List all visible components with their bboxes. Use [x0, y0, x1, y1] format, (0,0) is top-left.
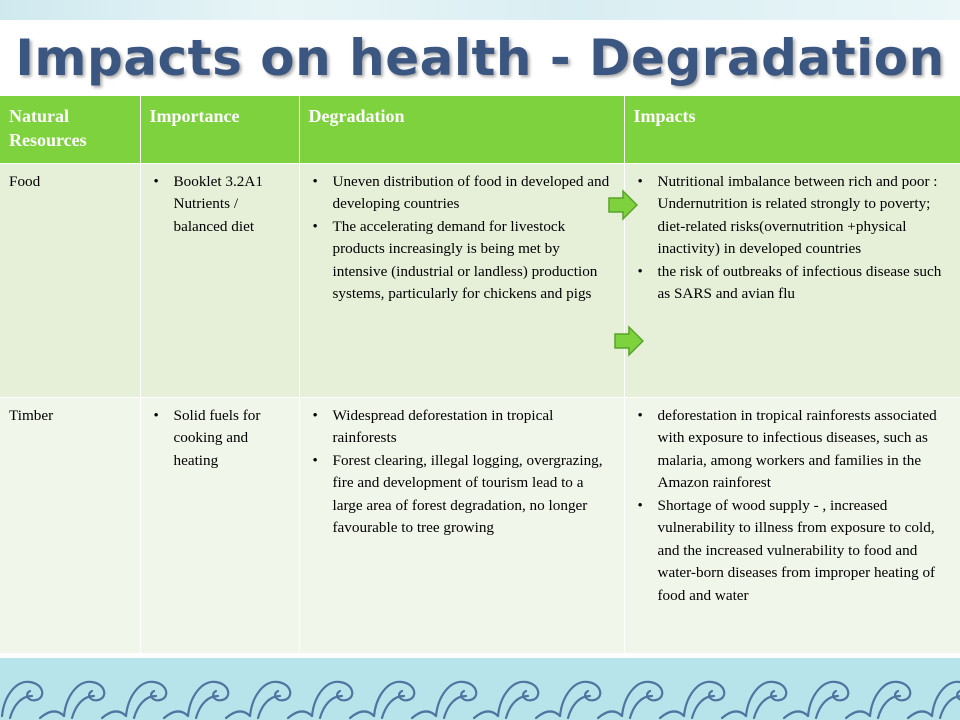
degradation-cell: Widespread deforestation in tropical rai… — [299, 397, 625, 654]
header-impacts: Impacts — [624, 96, 960, 164]
header-importance: Importance — [140, 96, 300, 164]
list-item: Shortage of wood supply - , increased vu… — [634, 495, 951, 608]
importance-cell: Booklet 3.2A1 Nutrients / balanced diet — [140, 163, 300, 398]
list-item: Solid fuels for cooking and heating — [150, 405, 290, 473]
resource-cell: Food — [0, 163, 141, 398]
list-item: Widespread deforestation in tropical rai… — [309, 405, 615, 450]
header-degradation: Degradation — [299, 96, 625, 164]
list-item: The accelerating demand for livestock pr… — [309, 216, 615, 306]
wave-decoration — [0, 658, 960, 720]
importance-cell: Solid fuels for cooking and heating — [140, 397, 300, 654]
top-decorative-band — [0, 0, 960, 20]
header-natural-resources: Natural Resources — [0, 96, 141, 164]
list-item: deforestation in tropical rainforests as… — [634, 405, 951, 495]
slide-title: Impacts on health - Degradation — [15, 29, 945, 87]
table-row: Timber Solid fuels for cooking and heati… — [0, 397, 960, 654]
right-arrow-icon — [608, 189, 638, 221]
list-item: Nutritional imbalance between rich and p… — [634, 171, 951, 261]
list-item: Uneven distribution of food in developed… — [309, 171, 615, 216]
table-header-row: Natural Resources Importance Degradation… — [0, 96, 960, 164]
right-arrow-icon — [614, 325, 644, 357]
table-row: Food Booklet 3.2A1 Nutrients / balanced … — [0, 163, 960, 398]
list-item: the risk of outbreaks of infectious dise… — [634, 261, 951, 306]
resources-table: Natural Resources Importance Degradation… — [0, 96, 960, 654]
list-item: Booklet 3.2A1 Nutrients / balanced diet — [150, 171, 290, 239]
impacts-cell: deforestation in tropical rainforests as… — [624, 397, 960, 654]
wave-pattern-icon — [0, 680, 960, 720]
degradation-cell: Uneven distribution of food in developed… — [299, 163, 625, 398]
impacts-cell: Nutritional imbalance between rich and p… — [624, 163, 960, 398]
list-item: Forest clearing, illegal logging, overgr… — [309, 450, 615, 540]
resource-cell: Timber — [0, 397, 141, 654]
